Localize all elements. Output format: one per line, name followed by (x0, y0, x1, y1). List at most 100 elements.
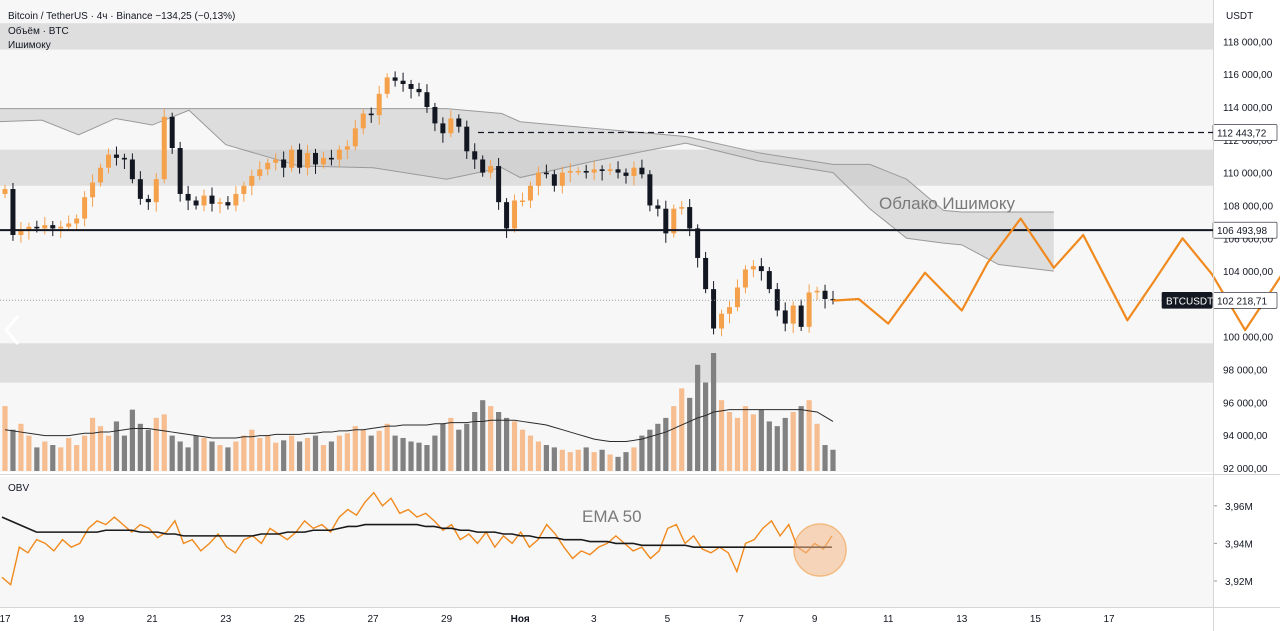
volume-bar (185, 447, 191, 471)
price-tags: 112 443,72 106 493,98 102 218,71 BTCUSDT (1161, 124, 1278, 309)
candle (249, 175, 255, 186)
volume-bar (599, 449, 605, 471)
candle (750, 266, 756, 270)
time-tick-label: Ноя (511, 614, 530, 625)
candle (734, 287, 740, 308)
volume-bar (583, 447, 589, 471)
candle (424, 92, 430, 107)
price-tick-label: 96 000,00 (1223, 398, 1268, 409)
candle (201, 195, 207, 206)
time-tick-label: 17 (1103, 614, 1115, 625)
candle (488, 166, 494, 173)
candle (774, 289, 780, 311)
ichimoku-legend[interactable]: Ишимоку (8, 40, 51, 51)
candle (137, 179, 143, 199)
candle (352, 128, 358, 147)
volume-bar (328, 441, 335, 471)
price-tick-label: 94 000,00 (1223, 431, 1268, 442)
volume-bar (488, 406, 494, 471)
volume-bar (153, 417, 159, 471)
volume-bar (607, 454, 613, 471)
volume-bar (830, 449, 836, 471)
price-tick-label: 108 000,00 (1223, 201, 1273, 212)
candle (34, 226, 40, 229)
candle (281, 159, 287, 168)
volume-bar (496, 412, 502, 471)
obv-title: OBV (8, 483, 29, 494)
volume-bar (655, 423, 661, 471)
volume-bar (703, 382, 709, 471)
candle (320, 157, 326, 165)
volume-bar (10, 429, 16, 471)
volume-bar (34, 447, 40, 471)
candle (129, 159, 135, 180)
time-tick-label: 23 (220, 614, 232, 625)
candle (687, 207, 693, 229)
candle (631, 167, 637, 176)
volume-bar (639, 435, 645, 471)
volume-legend[interactable]: Объём · BTC (8, 25, 69, 37)
volume-bar (145, 429, 151, 471)
volume-bar (527, 435, 534, 471)
candle (98, 167, 104, 183)
volume-bar (26, 435, 32, 471)
volume-bar (121, 435, 128, 471)
price-tick-label: 104 000,00 (1223, 267, 1273, 278)
currency-label: USDT (1226, 11, 1253, 22)
volume-bar (97, 426, 104, 471)
volume-bar (758, 409, 764, 471)
volume-bar (265, 435, 271, 471)
volume-bar (217, 445, 223, 471)
candle (480, 159, 486, 173)
candle (313, 152, 318, 165)
candle (543, 172, 549, 175)
volume-bar (249, 429, 255, 471)
volume-bar (352, 426, 358, 471)
candle (727, 307, 732, 314)
candle (241, 185, 247, 194)
volume-bar (360, 429, 366, 471)
volume-bar (726, 412, 733, 471)
volume-bar (575, 449, 581, 471)
candle (806, 292, 812, 327)
volume-bar (408, 441, 414, 471)
volume-bar (233, 441, 239, 471)
candle (161, 116, 167, 180)
volume-bar (623, 452, 629, 471)
candle (567, 170, 573, 173)
candle (305, 152, 311, 168)
candle (798, 305, 804, 327)
obv-pane: 3,96M 3,94M 3,92M (1, 491, 1253, 588)
volume-bar (400, 437, 406, 471)
volume-bar (129, 409, 135, 471)
volume-bar (320, 445, 327, 471)
volume-bar (591, 452, 597, 471)
candle (360, 113, 366, 129)
price-tick-label: 116 000,00 (1223, 70, 1273, 81)
candle (58, 226, 64, 229)
symbol-legend[interactable]: Bitcoin / TetherUS · 4ч · Binance −134,2… (8, 11, 235, 22)
volume-bar (671, 406, 677, 471)
time-tick-label: 21 (147, 614, 159, 625)
ichimoku-cloud-label: Облако Ишимоку (879, 194, 1016, 213)
volume-bar (456, 429, 462, 471)
obv-line (1, 491, 833, 587)
candle (408, 84, 414, 89)
volume-bar (687, 397, 693, 471)
volume-bar (241, 435, 247, 471)
candle (527, 185, 533, 201)
candle (265, 162, 271, 170)
volume-bar (74, 445, 80, 471)
volume-bar (679, 388, 685, 471)
volume-bar (519, 429, 526, 471)
candle (504, 202, 510, 229)
support-price-tag: 106 493,98 (1217, 226, 1267, 237)
zone-2 (0, 343, 1213, 383)
candle (18, 230, 24, 235)
chevron-left-icon[interactable] (4, 315, 20, 345)
volume-bar (161, 414, 167, 471)
time-tick-label: 11 (883, 614, 894, 625)
candle (814, 290, 820, 293)
price-tick-label: 106 000,00 (1223, 234, 1273, 245)
